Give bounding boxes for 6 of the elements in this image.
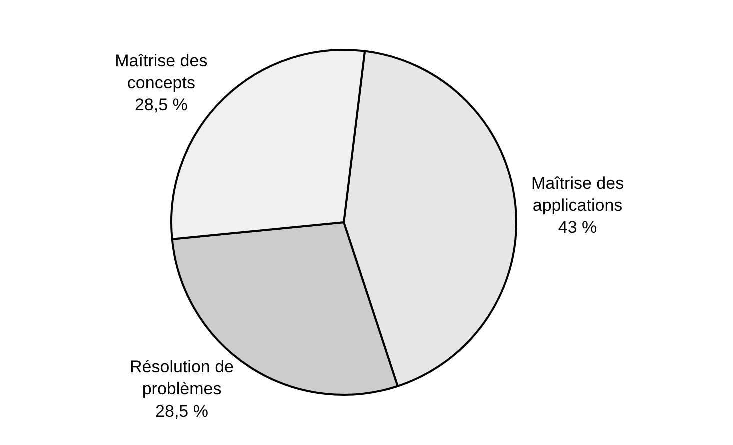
data-label: 43 % (558, 218, 598, 237)
slice-label: Maîtrise des concepts (115, 51, 208, 92)
data-label: 28,5 % (156, 402, 208, 421)
slice-label: Maîtrise des applications (531, 174, 624, 215)
slice-label: Résolution de problèmes (130, 358, 234, 399)
data-label: 28,5 % (134, 95, 188, 114)
